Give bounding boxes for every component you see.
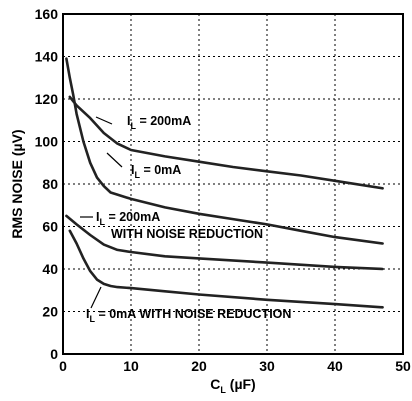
- x-axis-title: CL (µF): [210, 376, 255, 395]
- y-tick-label: 20: [42, 304, 58, 320]
- tick-labels: 0 10 20 30 40 50 0 20 40 60 80 100 120 140 160: [35, 6, 411, 374]
- annotation-with-noise-reduction: WITH NOISE REDUCTION: [111, 227, 263, 241]
- y-tick-label: 120: [35, 91, 59, 107]
- pointer-200ma: [95, 116, 113, 125]
- annotation-il-200ma-nr: IL = 200mA: [96, 210, 160, 227]
- y-tick-label: 160: [35, 6, 59, 22]
- x-tick-label: 0: [59, 358, 67, 374]
- series-il-200ma-nr: [65, 214, 384, 271]
- x-tick-label: 30: [259, 358, 275, 374]
- pointer-0ma: [106, 152, 123, 168]
- series-il-200ma: [68, 95, 384, 190]
- y-tick-label: 140: [35, 49, 59, 65]
- y-tick-label: 100: [35, 134, 59, 150]
- pointer-0ma-nr: [90, 286, 102, 309]
- y-tick-label: 60: [42, 219, 58, 235]
- y-axis-title: RMS NOISE (µV): [9, 129, 25, 238]
- x-tick-label: 50: [395, 358, 411, 374]
- plot-frame: [62, 13, 404, 355]
- x-tick-label: 40: [327, 358, 343, 374]
- series-il-0ma: [65, 57, 384, 245]
- grid: [63, 14, 403, 354]
- y-tick-label: 40: [42, 261, 58, 277]
- y-tick-label: 80: [42, 176, 58, 192]
- annotation-il-200ma: IL = 200mA: [127, 114, 191, 131]
- series-layer: [65, 57, 384, 309]
- x-tick-label: 20: [191, 358, 207, 374]
- x-tick-label: 10: [123, 358, 139, 374]
- series-il-0ma-nr: [68, 229, 384, 309]
- annotation-il-0ma-nr: IL = 0mA WITH NOISE REDUCTION: [86, 307, 291, 324]
- annotation-il-0ma: IL = 0mA: [131, 163, 181, 180]
- y-tick-label: 0: [50, 346, 58, 362]
